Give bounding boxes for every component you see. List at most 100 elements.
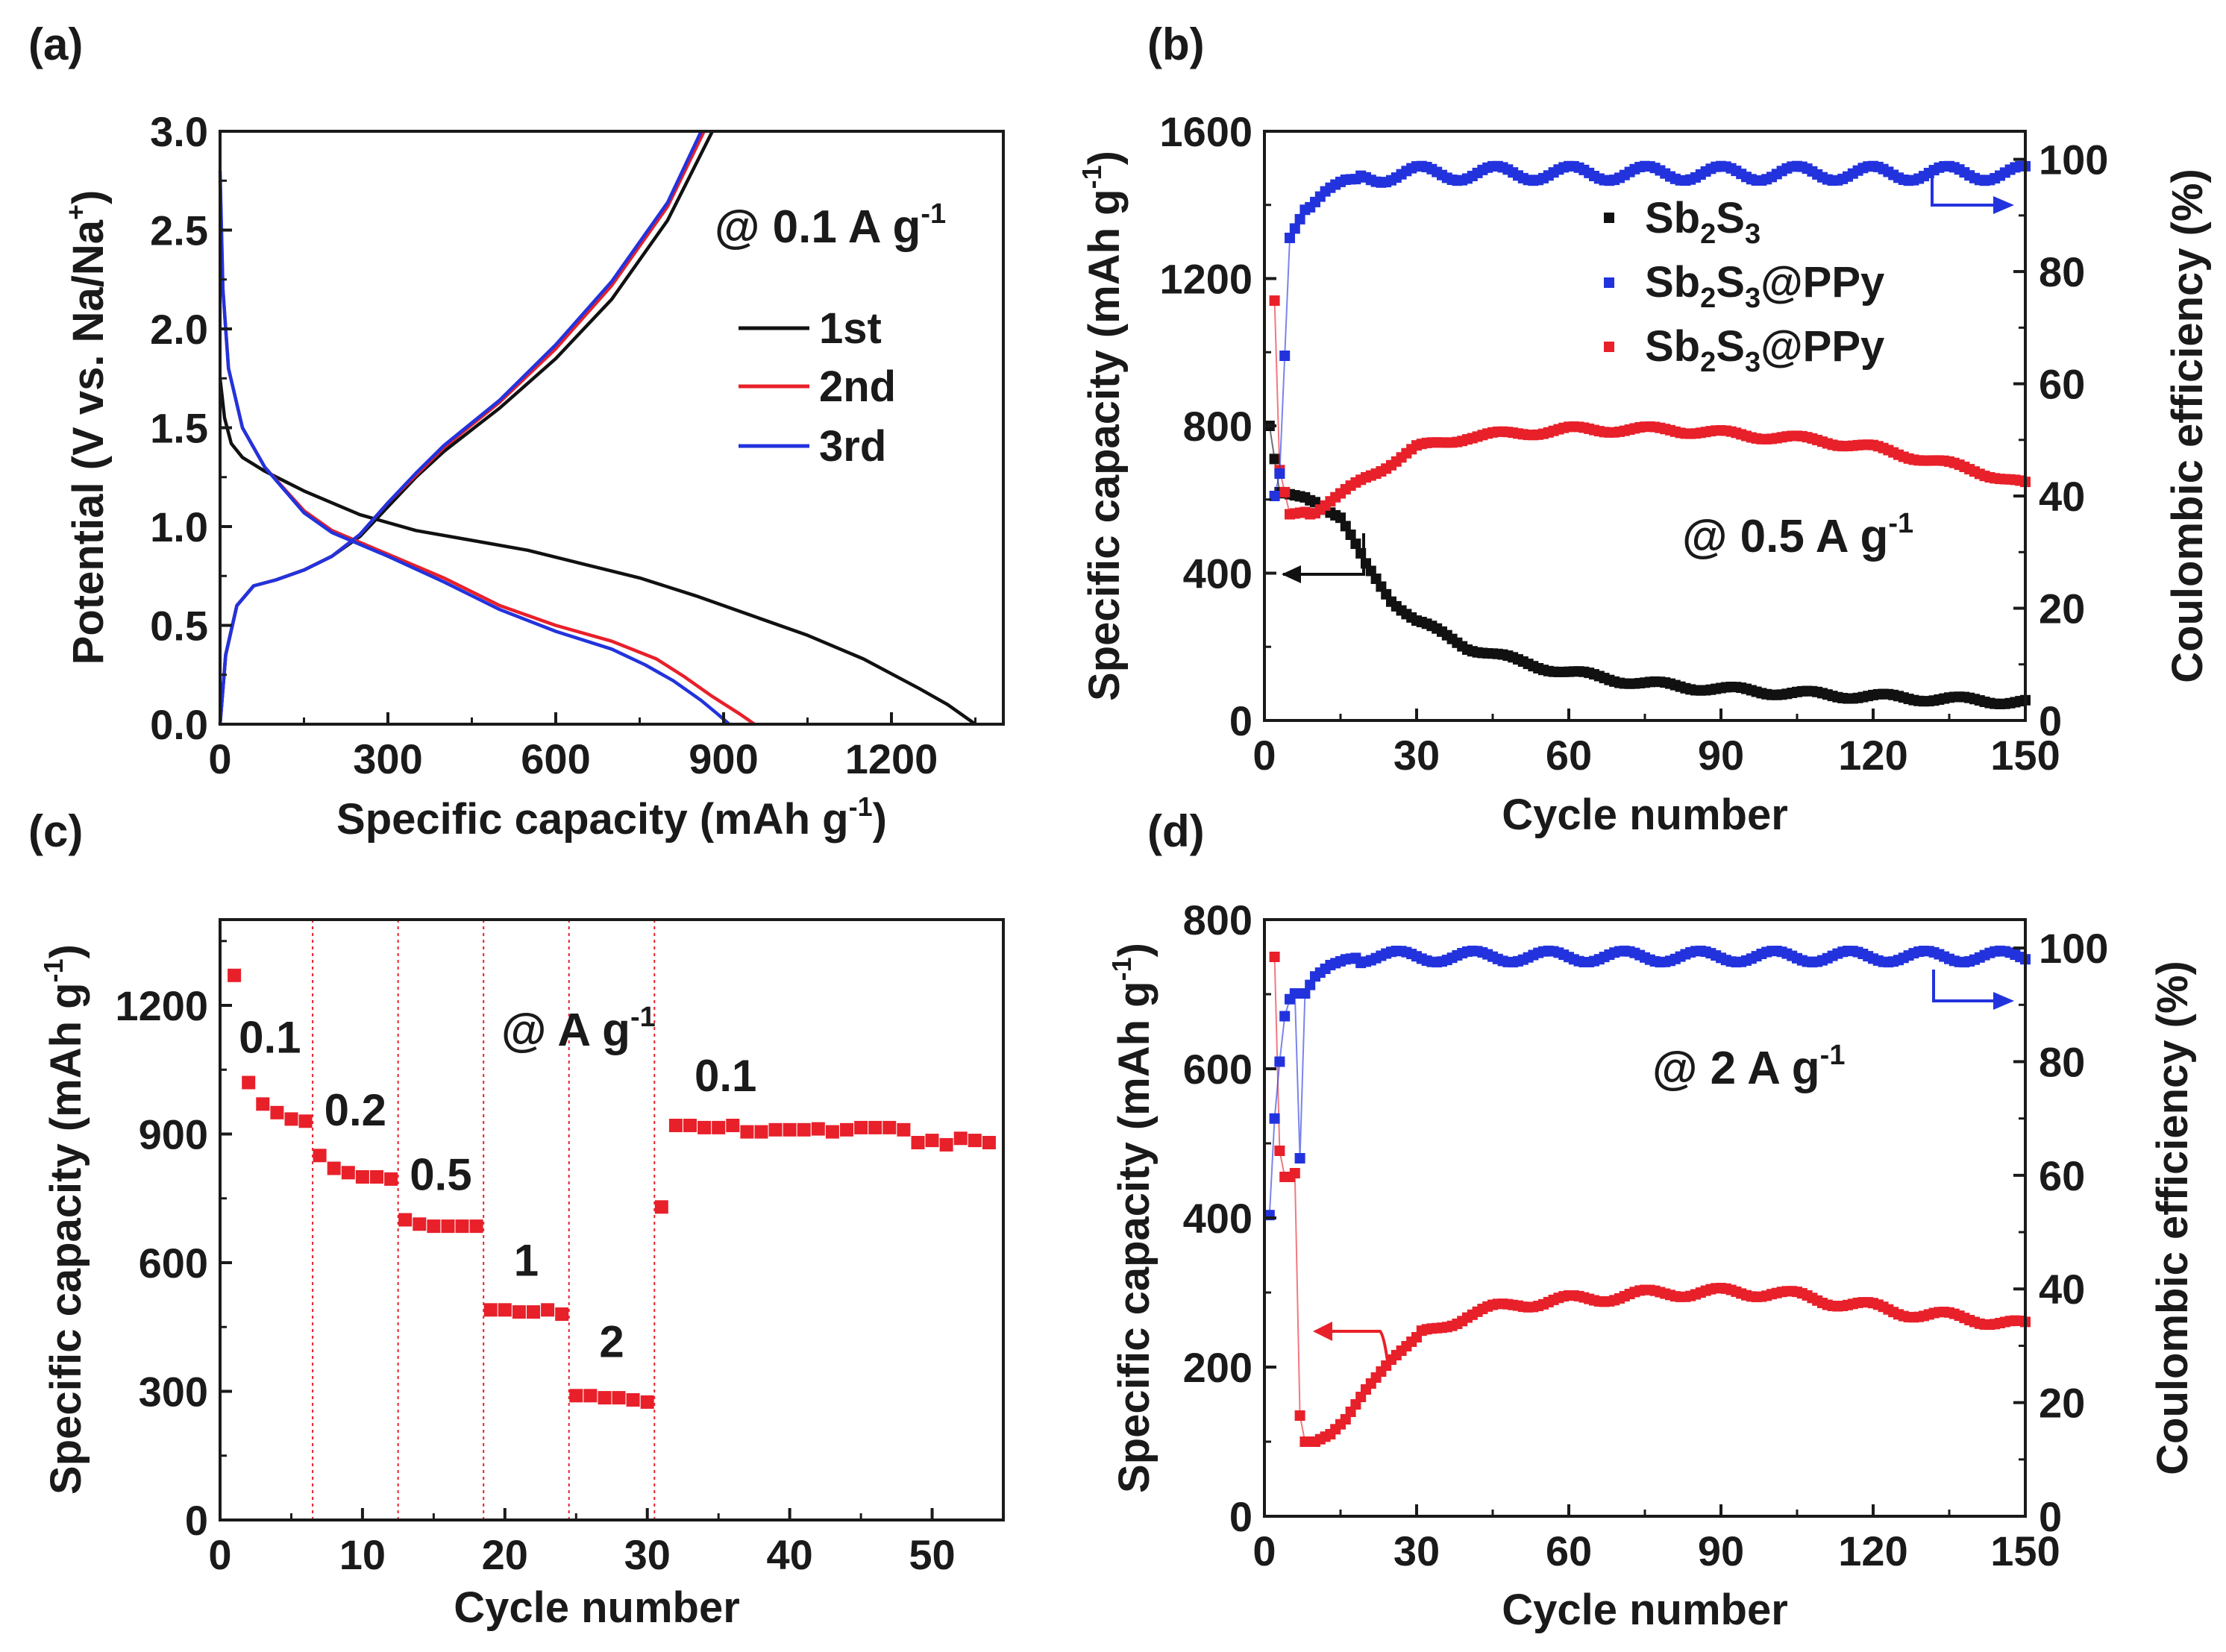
y-tick-label: 2.0 (150, 306, 208, 353)
y-tick-label: 800 (1183, 896, 1252, 943)
x-tick-label: 30 (1393, 1527, 1440, 1574)
data-point (668, 1119, 683, 1132)
x-tick-label: 900 (689, 735, 758, 782)
x-tick-label: 30 (624, 1531, 671, 1578)
y-tick-label: 2.5 (150, 207, 208, 254)
data-point (441, 1219, 455, 1234)
y2-tick-label: 0 (2039, 1493, 2062, 1540)
data-point (469, 1219, 483, 1234)
data-point (1269, 491, 1280, 501)
series-line-3rd-discharge (218, 170, 730, 726)
data-point (398, 1213, 413, 1227)
data-point (768, 1122, 783, 1137)
data-point (1299, 988, 1311, 999)
y-tick-label: 1600 (1159, 108, 1252, 155)
y2-tick-label: 20 (2039, 1380, 2085, 1427)
panel-c-frame (219, 918, 1005, 1521)
panel-a-label: (a) (28, 19, 83, 69)
legend-label-2nd: 2nd (819, 362, 896, 411)
data-point (897, 1122, 911, 1137)
data-point (1274, 1146, 1285, 1156)
data-point (1340, 521, 1351, 532)
y-tick-label: 0.5 (150, 603, 208, 650)
data-point (1269, 1113, 1280, 1124)
panel-c-ticks: 0 10 20 30 40 50 0 300 600 900 1200 (115, 940, 956, 1578)
data-point (712, 1120, 726, 1134)
x-tick-label: 300 (353, 735, 422, 782)
x-tick-label: 60 (1546, 732, 1592, 779)
data-point (882, 1120, 897, 1134)
panel-d-y2label: Coulombic efficiency (%) (2148, 961, 2197, 1475)
data-point (598, 1391, 612, 1405)
panel-b-annotation: @ 0.5 A g-1 (1682, 508, 1913, 562)
rate-label: 0.1 (239, 1012, 301, 1062)
panel-a-plot-area (218, 130, 976, 726)
data-point (341, 1166, 355, 1180)
data-point (640, 1395, 654, 1409)
x-tick-label: 90 (1698, 732, 1744, 779)
data-point (1289, 1168, 1300, 1178)
data-point (569, 1389, 583, 1403)
data-point (1269, 295, 1280, 307)
panel-d-label: (d) (1147, 806, 1205, 856)
y-tick-label: 600 (1183, 1046, 1252, 1093)
data-point (228, 968, 242, 982)
panel-d-xlabel: Cycle number (1502, 1586, 1788, 1634)
rate-label: 0.1 (695, 1051, 756, 1101)
x-tick-label: 0 (1252, 732, 1276, 779)
data-point (427, 1219, 441, 1234)
x-tick-label: 120 (1838, 732, 1907, 779)
x-tick-label: 90 (1698, 1527, 1744, 1574)
y2-tick-label: 0 (2039, 697, 2062, 744)
data-point (555, 1307, 569, 1321)
legend-label-ppy-ce: Sb2S3@PPy (1645, 258, 1884, 314)
x-tick-label: 120 (1838, 1527, 1907, 1574)
x-tick-label: 60 (1546, 1527, 1592, 1574)
panel-c: (c) 0 10 20 30 40 50 0 300 600 900 1200 Cycle numb… (28, 806, 1005, 1632)
data-point (1289, 988, 1300, 999)
data-point (1279, 1011, 1291, 1022)
data-point (754, 1125, 768, 1139)
legend-label-ppy-cap: Sb2S3@PPy (1645, 322, 1884, 378)
data-point (868, 1120, 882, 1134)
data-point (527, 1305, 540, 1319)
data-point (740, 1125, 754, 1139)
panel-d-frame (1263, 918, 2027, 1518)
y-tick-label: 0 (185, 1497, 208, 1544)
panel-a-legend: 1st 2nd 3rd (739, 304, 896, 471)
y2-tick-label: 60 (2039, 361, 2085, 408)
data-point (840, 1122, 853, 1137)
y-tick-label: 900 (139, 1111, 208, 1158)
data-point (256, 1097, 270, 1111)
panel-c-annotation: @ A g-1 (501, 1002, 656, 1056)
y-tick-label: 0 (1229, 697, 1252, 744)
y2-tick-label: 20 (2039, 585, 2085, 632)
data-point (911, 1136, 925, 1149)
panel-d-ylabel: Specific capacity (mAh g-1) (1106, 943, 1159, 1493)
data-point (1279, 351, 1291, 361)
legend-marker-ppy-ce (1604, 277, 1614, 288)
data-point (697, 1120, 712, 1134)
data-point (583, 1389, 598, 1403)
panel-d-right-arrow (1932, 970, 2010, 1002)
y-tick-label: 1200 (115, 982, 208, 1029)
rate-label: 1 (514, 1235, 539, 1285)
y2-tick-label: 80 (2039, 248, 2085, 295)
y2-tick-label: 100 (2039, 136, 2108, 183)
data-point (612, 1391, 626, 1405)
data-point (982, 1136, 996, 1149)
x-tick-label: 10 (339, 1531, 386, 1578)
y2-tick-label: 40 (2039, 473, 2085, 520)
series-line-2nd-discharge (218, 180, 756, 726)
panel-b-xlabel: Cycle number (1502, 791, 1788, 839)
x-tick-label: 30 (1393, 732, 1440, 779)
data-point (1294, 213, 1305, 224)
panel-c-ylabel: Specific capacity (mAh g-1) (38, 944, 90, 1495)
data-point (355, 1170, 369, 1184)
panel-a-ticks: 0 300 600 900 1200 0.0 0.5 1.0 1.5 2.0 2.5 3.0 (150, 108, 976, 782)
data-point (498, 1303, 512, 1317)
rate-label: 2 (599, 1317, 624, 1367)
y-tick-label: 0.0 (150, 701, 208, 748)
